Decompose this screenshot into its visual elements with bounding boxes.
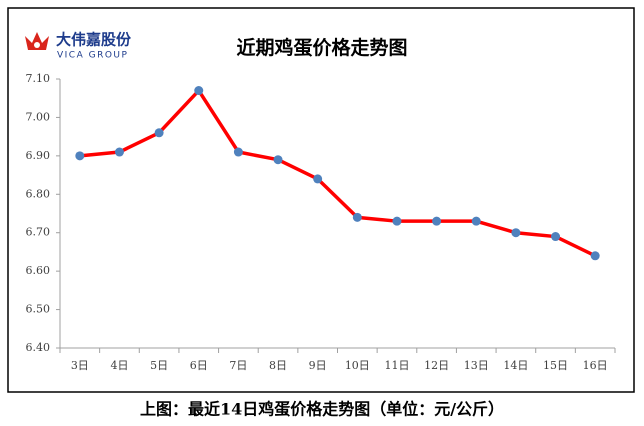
y-tick-label: 6.50 [26, 303, 51, 316]
y-tick-label: 6.40 [26, 341, 51, 354]
caption: 上图：最近14日鸡蛋价格走势图（单位：元/公斤） [140, 400, 504, 419]
point [273, 155, 283, 165]
point [154, 128, 164, 138]
x-tick-label: 11日 [384, 359, 409, 372]
y-tick-label: 6.90 [26, 149, 51, 162]
x-tick-label: 4日 [110, 359, 128, 372]
logo: 大伟嘉股份 VICA GROUP [25, 31, 132, 61]
point [233, 147, 243, 157]
x-tick-label: 14日 [503, 359, 528, 372]
point [432, 216, 442, 226]
point [313, 174, 323, 184]
x-tick-label: 13日 [464, 359, 489, 372]
logo-subname: VICA GROUP [57, 51, 128, 61]
point [392, 216, 402, 226]
y-tick-label: 6.60 [26, 264, 51, 277]
x-tick-label: 8日 [269, 359, 287, 372]
point [511, 228, 521, 238]
x-tick-label: 7日 [229, 359, 247, 372]
x-tick-label: 10日 [345, 359, 370, 372]
logo-dot [34, 42, 40, 48]
y-tick-label: 7.00 [26, 110, 51, 123]
x-tick-label: 12日 [424, 359, 449, 372]
x-tick-label: 5日 [150, 359, 168, 372]
point [75, 151, 85, 161]
point [352, 212, 362, 222]
x-tick-label: 9日 [309, 359, 327, 372]
chart-frame [7, 7, 635, 393]
point [114, 147, 124, 157]
x-tick-label: 3日 [71, 359, 89, 372]
x-tick-label: 15日 [543, 359, 568, 372]
x-tick-label: 16日 [583, 359, 608, 372]
chart-title: 近期鸡蛋价格走势图 [236, 36, 407, 59]
point [551, 232, 561, 242]
point [194, 86, 204, 96]
y-tick-label: 7.10 [26, 72, 51, 85]
y-tick-label: 6.80 [26, 187, 51, 200]
logo-name: 大伟嘉股份 [56, 31, 132, 49]
x-tick-label: 6日 [190, 359, 208, 372]
logo-crown [25, 32, 49, 50]
y-tick-label: 6.70 [26, 226, 51, 239]
point [590, 251, 600, 261]
line [79, 88, 596, 258]
point [471, 216, 481, 226]
